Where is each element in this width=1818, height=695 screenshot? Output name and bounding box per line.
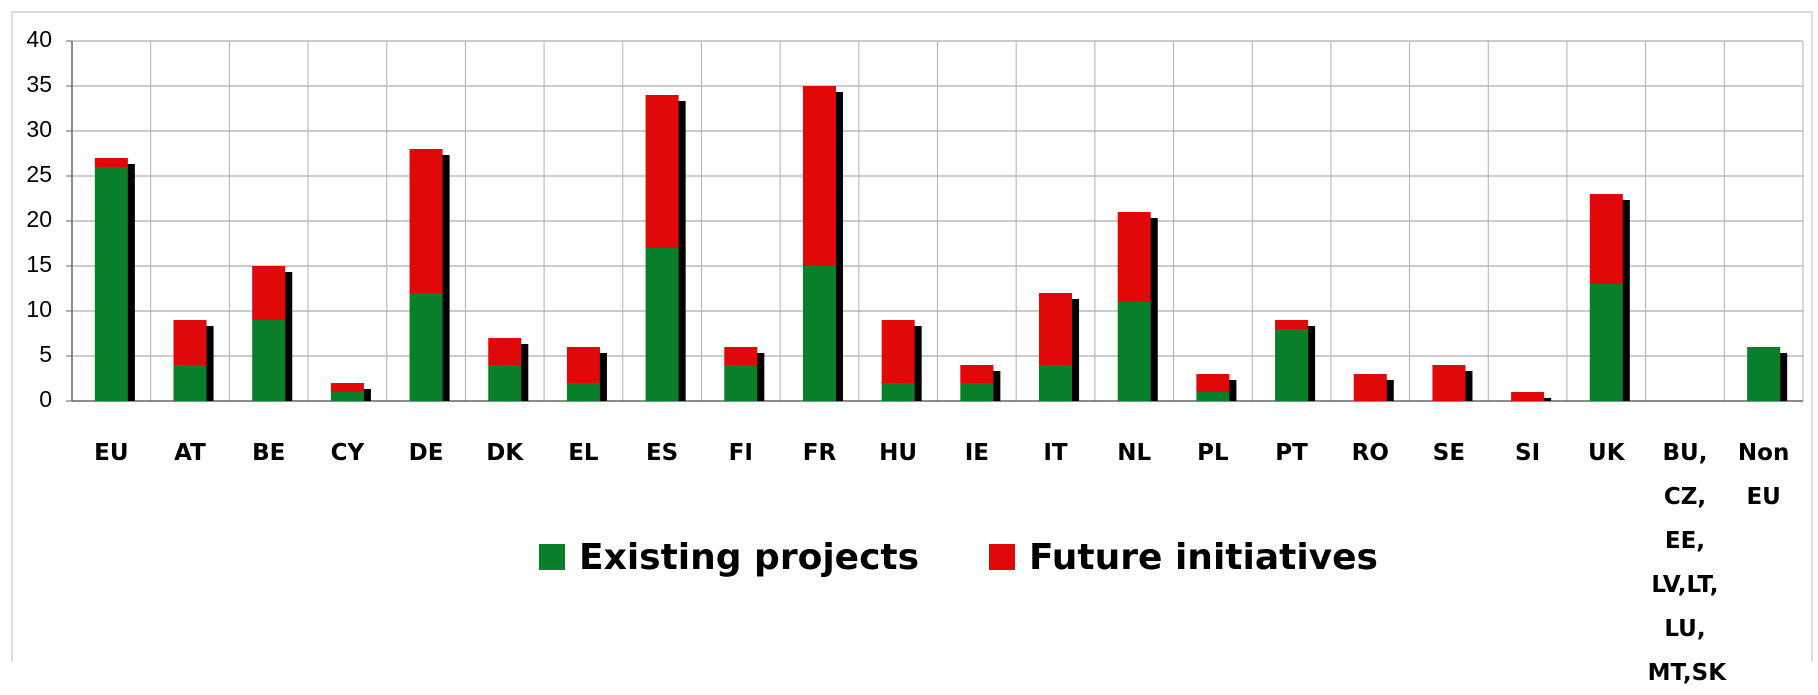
x-tick-label: NL xyxy=(1117,440,1152,466)
bar-segment xyxy=(1117,212,1151,302)
x-tick-label: HU xyxy=(879,440,918,466)
bar-segment xyxy=(881,320,915,383)
bar-segment xyxy=(960,365,994,383)
bar-segment xyxy=(488,338,522,365)
x-tick-label: ES xyxy=(645,440,679,466)
y-tick-label: 5 xyxy=(39,341,52,367)
x-tick-label: EL xyxy=(568,440,599,466)
x-tick-label: PL xyxy=(1197,440,1229,466)
bar-segment xyxy=(960,383,994,401)
y-tick-label: 0 xyxy=(39,386,52,412)
y-tick-label: 30 xyxy=(26,116,52,142)
bar-segment xyxy=(1747,347,1781,401)
y-tick-label: 10 xyxy=(26,296,52,322)
bar-segment xyxy=(802,86,837,266)
bar-segment xyxy=(1117,302,1151,401)
x-tick-label: EU xyxy=(94,440,129,466)
x-tick-label: FI xyxy=(728,440,753,466)
bar-segment xyxy=(724,365,758,401)
bar-segment xyxy=(1196,392,1230,401)
legend-item: Future initiatives xyxy=(989,534,1378,580)
legend-swatch xyxy=(539,544,565,570)
x-tick-label: PT xyxy=(1275,440,1308,466)
x-tick-label: CY xyxy=(330,440,365,466)
x-tick-label: DK xyxy=(486,440,524,466)
legend-swatch xyxy=(989,544,1015,570)
bar-segment xyxy=(173,320,207,365)
chart: 0 5 10 15 20 25 30 35 40 xyxy=(11,11,1813,662)
y-tick-label: 20 xyxy=(26,206,52,232)
y-tick-label: 15 xyxy=(26,251,52,277)
x-tick-label: FR xyxy=(802,440,837,466)
frame xyxy=(11,11,1813,662)
bar-segment xyxy=(1353,374,1387,401)
legend-label: Existing projects xyxy=(579,536,920,578)
bar-segment xyxy=(1511,392,1545,401)
y-tick-label: 40 xyxy=(26,26,52,52)
bar-segment xyxy=(802,266,837,401)
bar-segment xyxy=(1038,293,1073,365)
x-tick-label: RO xyxy=(1351,440,1389,466)
bar-segment xyxy=(1589,194,1623,284)
bar-segment xyxy=(881,383,915,401)
page: 0 5 10 15 20 25 30 35 40 EU AT BE CY DE DK EL ES FI FR HU I… xyxy=(11,11,1813,686)
bar-segment xyxy=(1275,329,1309,401)
x-tick-label: Non EU xyxy=(1737,440,1790,510)
y-tick-label: 25 xyxy=(26,161,52,187)
x-tick-label: IT xyxy=(1043,440,1068,466)
bar-segment xyxy=(645,248,679,401)
x-tick-label: SI xyxy=(1515,440,1541,466)
bar-segment xyxy=(252,266,286,320)
bar-segment xyxy=(566,347,600,383)
legend-item: Existing projects xyxy=(539,534,919,580)
bar-segment xyxy=(94,158,128,167)
bar-segment xyxy=(409,293,443,401)
bar-segment xyxy=(330,383,364,392)
x-tick-label: IE xyxy=(964,440,989,466)
bar-segment xyxy=(330,392,364,401)
bar-segment xyxy=(1275,320,1309,329)
bar-segment xyxy=(488,365,522,401)
bar-segment xyxy=(724,347,758,365)
x-tick-label: AT xyxy=(174,440,206,466)
bar-segment xyxy=(409,149,443,293)
bar-segment xyxy=(94,167,128,401)
x-tick-label: SE xyxy=(1432,440,1466,466)
bar-segment xyxy=(645,95,679,248)
bar-segment xyxy=(1196,374,1230,392)
x-tick-label: BE xyxy=(252,440,286,466)
y-tick-label: 35 xyxy=(26,71,52,97)
legend-label: Future initiatives xyxy=(1029,536,1378,578)
bar-segment xyxy=(1038,365,1073,401)
bar-segment xyxy=(1589,284,1623,401)
x-tick-label: UK xyxy=(1588,440,1625,466)
x-tick-label: DE xyxy=(408,440,444,466)
bar-segment xyxy=(566,383,600,401)
x-tick-label: BU, CZ, EE, LV,LT, LU, MT,SK xyxy=(1647,440,1727,686)
bar-segment xyxy=(1432,365,1466,401)
bar-segment xyxy=(173,365,207,401)
bar-segment xyxy=(252,320,286,401)
